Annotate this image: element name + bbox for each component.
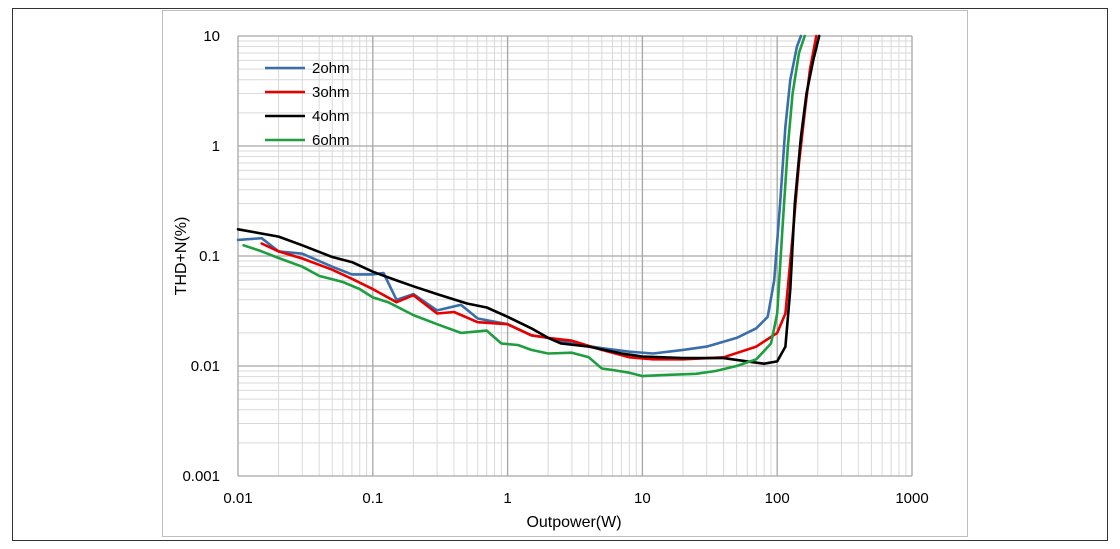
y-tick-labels: 0.001 0.01 0.1 1 10	[182, 28, 220, 485]
x-tick-label: 10	[634, 490, 651, 507]
y-tick-label: 0.001	[182, 468, 220, 485]
x-tick-labels: 0.01 0.1 1 10 100 1000	[223, 490, 928, 507]
legend-label-3ohm: 3ohm	[312, 84, 350, 101]
y-tick-label: 0.01	[191, 358, 220, 375]
series-layer	[236, 34, 821, 378]
legend-label-2ohm: 2ohm	[312, 60, 350, 77]
series-line-4ohm	[236, 34, 821, 365]
series-line-3ohm	[260, 34, 818, 361]
legend-label-4ohm: 4ohm	[312, 108, 350, 125]
x-axis-title: Outpower(W)	[526, 514, 621, 531]
y-tick-label: 1	[212, 138, 220, 155]
outer-frame	[12, 8, 1108, 541]
y-axis-title: THD+N(%)	[173, 217, 190, 296]
legend: 2ohm 3ohm 4ohm 6ohm	[265, 60, 350, 149]
x-tick-label: 0.01	[223, 490, 252, 507]
y-tick-label: 0.1	[199, 248, 220, 265]
chart-area-border	[162, 10, 968, 537]
legend-label-6ohm: 6ohm	[312, 132, 350, 149]
y-tick-label: 10	[203, 28, 220, 45]
series-line-6ohm	[242, 34, 806, 378]
x-tick-label: 0.1	[362, 490, 383, 507]
x-tick-label: 1000	[895, 490, 928, 507]
x-tick-label: 100	[765, 490, 790, 507]
x-tick-label: 1	[503, 490, 511, 507]
